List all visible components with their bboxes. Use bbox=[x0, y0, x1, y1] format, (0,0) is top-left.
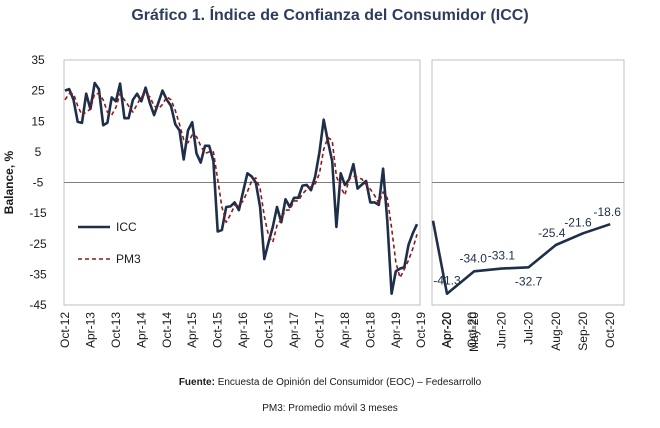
x-tick-label: Oct-14 bbox=[160, 312, 174, 348]
legend-label-icc: ICC bbox=[116, 220, 137, 234]
y-tick-label: -35 bbox=[29, 267, 47, 281]
data-label: -41.3 bbox=[433, 274, 461, 288]
zoom-x-tick-label: Sep-20 bbox=[576, 312, 590, 351]
zoom-x-tick-label: Jul-20 bbox=[522, 312, 536, 345]
data-label: -33.1 bbox=[488, 249, 516, 263]
legend-label-pm3: PM3 bbox=[116, 252, 141, 266]
x-tick-label: Oct-18 bbox=[363, 312, 377, 348]
series-line-pm3 bbox=[64, 92, 418, 279]
y-tick-label: 5 bbox=[35, 145, 42, 159]
x-tick-label: Apr-17 bbox=[287, 312, 301, 348]
data-label: -34.0 bbox=[460, 251, 488, 265]
y-tick-label: -45 bbox=[29, 298, 47, 312]
x-tick-label: Apr-14 bbox=[134, 312, 148, 348]
y-tick-label: -5 bbox=[33, 176, 44, 190]
main-chart-panel: 35 25 15 5 -5 -15 -25 -35 -45 Balance, % Oct-12 Apr… bbox=[2, 53, 479, 348]
x-tick-label: Oct-19 bbox=[414, 312, 428, 348]
chart-title: Gráfico 1. Índice de Confianza del Consu… bbox=[131, 7, 529, 24]
data-label: -18.6 bbox=[594, 205, 622, 219]
x-tick-label: Oct-16 bbox=[262, 312, 276, 348]
source-label: Fuente: bbox=[178, 377, 215, 388]
pm3-note: PM3: Promedio móvil 3 meses bbox=[262, 403, 398, 414]
zoom-x-tick-label: Oct-20 bbox=[603, 312, 617, 348]
x-tick-label: Apr-19 bbox=[389, 312, 403, 348]
y-tick-label: 25 bbox=[31, 84, 45, 98]
y-tick-label: -15 bbox=[29, 206, 47, 220]
y-tick-label: 15 bbox=[31, 114, 45, 128]
x-tick-label: Apr-13 bbox=[83, 312, 97, 348]
x-tick-label: Oct-15 bbox=[211, 312, 225, 348]
x-tick-label: Apr-15 bbox=[185, 312, 199, 348]
y-tick-label: 35 bbox=[31, 53, 45, 67]
zoom-chart-panel: Apr-20 May-20 Jun-20 Jul-20 Aug-20 Sep-20 Oct-… bbox=[431, 59, 625, 352]
data-label: -32.7 bbox=[515, 274, 543, 288]
source-note: Fuente: Encuesta de Opinión del Consumid… bbox=[0, 377, 660, 388]
series-line-icc bbox=[64, 81, 419, 296]
y-tick-label: -25 bbox=[29, 237, 47, 251]
source-text: Encuesta de Opinión del Consumidor (EOC)… bbox=[217, 377, 482, 388]
x-tick-label: Oct-20 bbox=[465, 312, 479, 348]
x-tick-label: Oct-17 bbox=[312, 312, 326, 348]
x-tick-label: Apr-20 bbox=[440, 312, 454, 348]
zoom-x-tick-label: May-20 bbox=[467, 312, 481, 352]
zoom-series-line-icc bbox=[431, 220, 611, 296]
x-tick-label: Apr-16 bbox=[236, 312, 250, 348]
zoom-x-tick-label: Jun-20 bbox=[494, 312, 508, 349]
x-tick-label: Apr-18 bbox=[338, 312, 352, 348]
x-tick-label: Oct-13 bbox=[109, 312, 123, 348]
x-tick-label: Oct-12 bbox=[58, 312, 72, 348]
data-label: -21.6 bbox=[564, 215, 592, 229]
zoom-x-tick-label: Aug-20 bbox=[549, 312, 563, 351]
y-axis-label: Balance, % bbox=[2, 150, 16, 214]
zoom-x-tick-label: Apr-20 bbox=[440, 312, 454, 348]
data-label: -25.4 bbox=[538, 226, 566, 240]
